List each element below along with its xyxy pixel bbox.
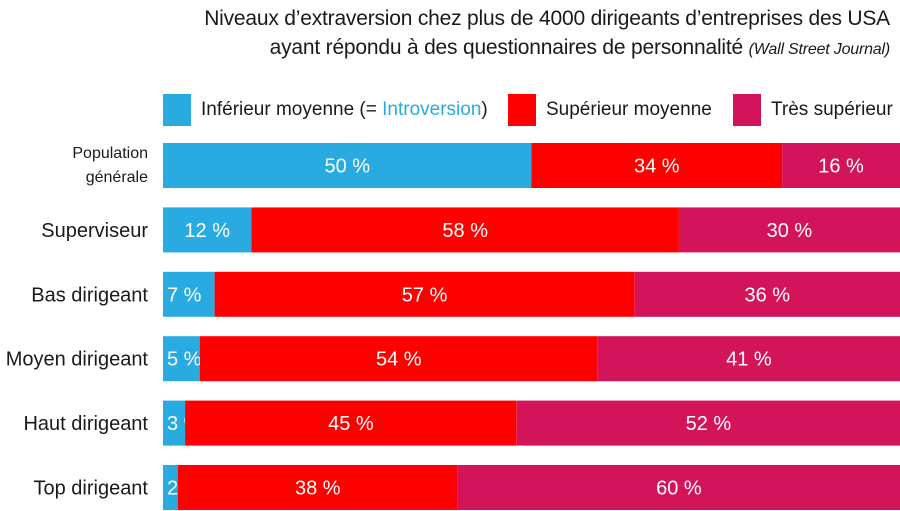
- bar-segment-bas-dirigeant-s2: [214, 271, 635, 317]
- data-label-moyen-dirigeant-s3: 41 %: [726, 349, 772, 371]
- data-label-top-dirigeant-s3: 60 %: [656, 478, 702, 500]
- bar-segment-top-dirigeant-s3: [457, 465, 900, 510]
- category-label-haut-dirigeant: Haut dirigeant: [23, 413, 148, 435]
- data-label-moyen-dirigeant-s1: 5 %: [167, 349, 202, 371]
- data-label-haut-dirigeant-s2: 45 %: [328, 413, 374, 435]
- bar-segment-moyen-dirigeant-s3: [597, 336, 900, 382]
- chart-title-line-2-text: ayant répondu à des questionnaires de pe…: [269, 36, 744, 59]
- bar-segment-bas-dirigeant-s1: [163, 271, 215, 317]
- chart-title: Niveaux d’extraversion chez plus de 4000…: [160, 4, 890, 64]
- legend-swatch-tres-superieur: [733, 94, 761, 126]
- legend-label-introversion: Introversion: [382, 99, 482, 120]
- legend-label-superieur: Supérieur moyenne: [546, 99, 712, 120]
- bar-segment-superviseur-s2: [251, 207, 679, 253]
- category-label-moyen-dirigeant: Moyen dirigeant: [6, 349, 149, 371]
- bar-segment-population-generale-s1: [163, 143, 532, 188]
- bar-segment-superviseur-s1: [163, 207, 252, 253]
- data-label-haut-dirigeant-s3: 52 %: [686, 413, 732, 435]
- legend-label-inferieur-text: Inférieur moyenne (=: [201, 99, 383, 120]
- bar-segment-population-generale-s2: [531, 143, 783, 188]
- data-label-bas-dirigeant-s2: 57 %: [402, 284, 448, 306]
- data-label-population-generale-s2: 34 %: [634, 156, 680, 178]
- legend-label-inferieur-close: ): [481, 99, 488, 120]
- legend-swatch-inferieur: [163, 94, 191, 126]
- bar-segment-moyen-dirigeant-s2: [199, 336, 598, 382]
- data-label-superviseur-s3: 30 %: [767, 220, 813, 242]
- bar-segment-top-dirigeant-s1: [163, 465, 178, 510]
- data-label-top-dirigeant-s2: 38 %: [295, 478, 341, 500]
- legend-label-tres-superieur: Très supérieur: [771, 99, 893, 120]
- category-label-superviseur: Superviseur: [41, 220, 148, 242]
- bar-segment-population-generale-s3: [782, 143, 900, 188]
- bar-segment-bas-dirigeant-s3: [634, 271, 900, 317]
- category-label-top-dirigeant: Top dirigeant: [33, 478, 148, 500]
- data-label-bas-dirigeant-s3: 36 %: [745, 284, 791, 306]
- chart-title-line-1: Niveaux d’extraversion chez plus de 4000…: [204, 7, 890, 30]
- data-label-population-generale-s3: 16 %: [818, 156, 864, 178]
- bar-segment-haut-dirigeant-s3: [516, 400, 900, 446]
- bar-segment-haut-dirigeant-s2: [185, 400, 517, 446]
- data-label-superviseur-s1: 12 %: [184, 220, 230, 242]
- data-label-moyen-dirigeant-s2: 54 %: [376, 349, 422, 371]
- chart-source: (Wall Street Journal): [748, 41, 891, 58]
- category-label-bas-dirigeant: Bas dirigeant: [31, 284, 148, 306]
- chart-title-line-2: ayant répondu à des questionnaires de pe…: [160, 33, 891, 64]
- data-label-superviseur-s2: 58 %: [442, 220, 488, 242]
- bar-segment-superviseur-s3: [678, 207, 900, 253]
- legend-swatch-superieur: [508, 94, 536, 126]
- bar-segment-moyen-dirigeant-s1: [163, 336, 200, 382]
- data-label-bas-dirigeant-s1: 7 %: [167, 284, 202, 306]
- data-label-population-generale-s1: 50 %: [325, 156, 371, 178]
- category-label-population-generale: Population générale: [72, 145, 148, 186]
- bar-segment-top-dirigeant-s2: [177, 465, 458, 510]
- bar-segment-haut-dirigeant-s1: [163, 400, 186, 446]
- legend-label-inferieur: Inférieur moyenne (= Introversion): [201, 97, 488, 123]
